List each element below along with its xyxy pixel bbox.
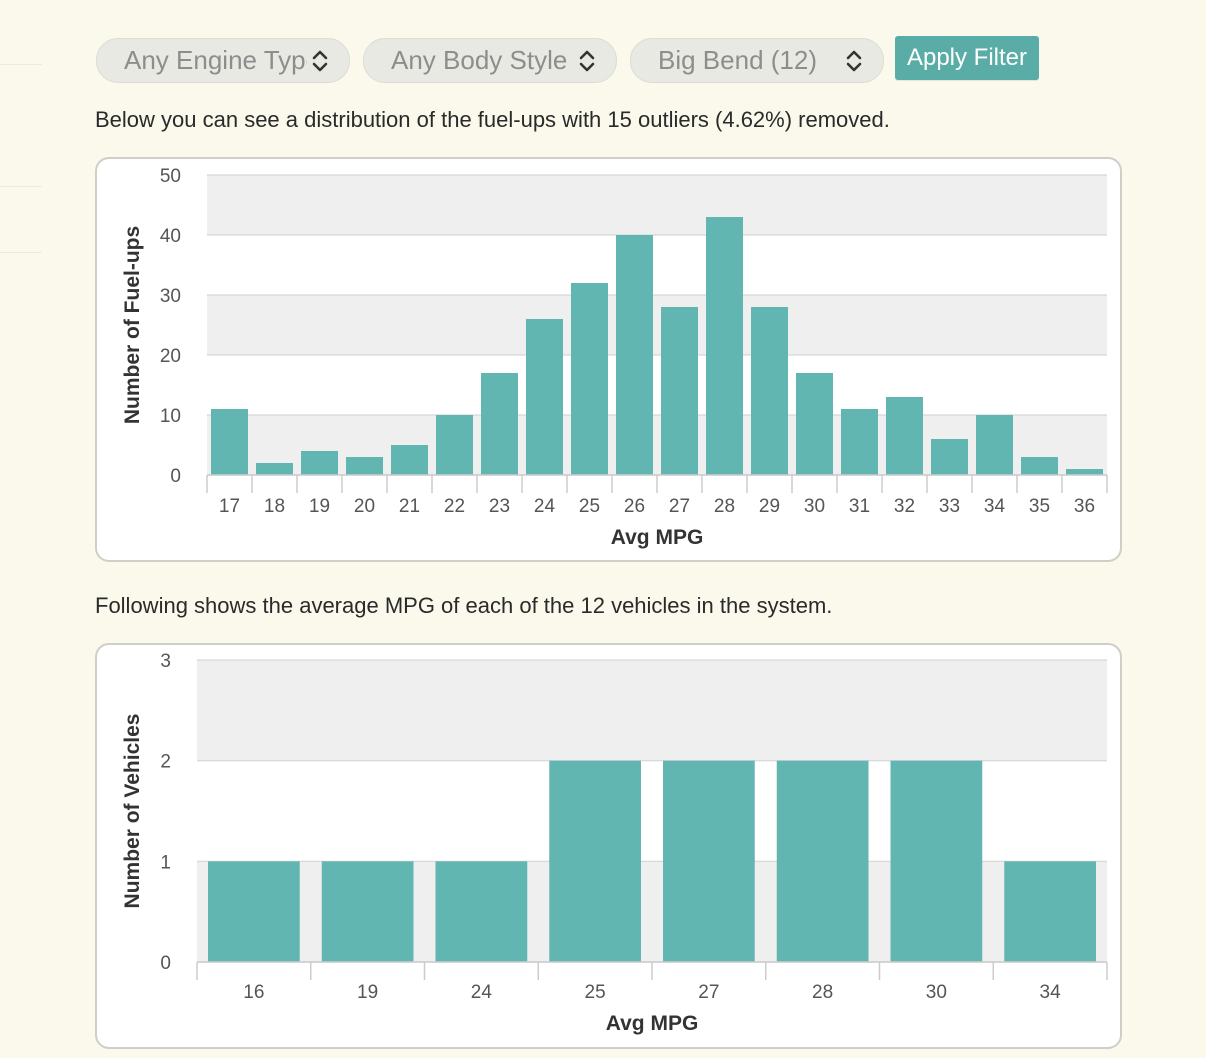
fuelups-bar-21[interactable] bbox=[391, 445, 428, 475]
x-tick-label: 27 bbox=[669, 496, 690, 517]
x-tick-label: 25 bbox=[585, 982, 606, 1003]
y-tick-label: 50 bbox=[160, 166, 181, 187]
vehicles-bar-19[interactable] bbox=[321, 861, 414, 962]
fuelups-bar-33[interactable] bbox=[931, 439, 968, 475]
location-value: Big Bend (12) bbox=[658, 45, 817, 75]
x-axis-title: Avg MPG bbox=[611, 526, 704, 549]
fuelups-histogram: 0 10 20 30 40 50 17 18 19 20 21 22 23 24 25 26 27 28 29 30 3… bbox=[121, 166, 1108, 549]
x-tick-label: 29 bbox=[759, 496, 780, 517]
plot-band bbox=[207, 235, 1107, 295]
fuelups-bar-22[interactable] bbox=[436, 415, 473, 475]
x-tick-label: 18 bbox=[264, 496, 285, 517]
sidebar-divider bbox=[0, 252, 42, 253]
fuelups-bar-23[interactable] bbox=[481, 373, 518, 475]
chevron-up-down-icon bbox=[846, 50, 862, 71]
x-tick-label: 20 bbox=[354, 496, 375, 517]
fuelups-bar-32[interactable] bbox=[886, 397, 923, 475]
x-tick-label: 28 bbox=[714, 496, 735, 517]
vehicles-bar-16[interactable] bbox=[208, 861, 300, 962]
x-tick-label: 27 bbox=[698, 982, 719, 1003]
sidebar-divider bbox=[0, 186, 42, 187]
engine-type-value: Any Engine Type bbox=[124, 45, 307, 75]
fuelups-bar-25[interactable] bbox=[571, 283, 608, 475]
x-tick-label: 30 bbox=[926, 982, 947, 1003]
x-tick-label: 23 bbox=[489, 496, 510, 517]
vehicles-histogram: 0 1 2 3 16 19 24 25 27 28 30 34 Avg MPG Number of Veh… bbox=[121, 651, 1108, 1035]
y-tick-label: 10 bbox=[160, 406, 181, 427]
x-tick-label: 26 bbox=[624, 496, 645, 517]
plot-band bbox=[207, 355, 1107, 415]
x-tick-label: 32 bbox=[894, 496, 915, 517]
chevron-up-down-icon bbox=[312, 50, 328, 71]
fuelups-description: Below you can see a distribution of the … bbox=[95, 107, 890, 132]
y-axis-title: Number of Fuel-ups bbox=[121, 226, 144, 424]
fuelups-bar-27[interactable] bbox=[661, 307, 698, 475]
x-tick-label: 30 bbox=[804, 496, 825, 517]
x-tick-label: 36 bbox=[1074, 496, 1095, 517]
plot-band bbox=[207, 415, 1107, 475]
x-tick-label: 19 bbox=[357, 982, 378, 1003]
y-tick-label: 3 bbox=[160, 651, 171, 672]
location-select[interactable]: Big Bend (12) bbox=[630, 38, 884, 83]
fuelups-bar-34[interactable] bbox=[976, 415, 1013, 475]
vehicles-bar-28[interactable] bbox=[776, 760, 869, 962]
y-tick-label: 0 bbox=[170, 466, 181, 487]
x-tick-label: 25 bbox=[579, 496, 600, 517]
x-tick-label: 24 bbox=[471, 982, 493, 1003]
vehicles-bar-34[interactable] bbox=[1004, 861, 1096, 962]
apply-filter-button[interactable]: Apply Filter bbox=[895, 36, 1039, 80]
x-tick-label: 16 bbox=[243, 982, 264, 1003]
fuelups-bar-19[interactable] bbox=[301, 451, 338, 475]
fuelups-bar-20[interactable] bbox=[346, 457, 383, 475]
body-style-select[interactable]: Any Body Style bbox=[363, 38, 617, 83]
fuelups-bar-31[interactable] bbox=[841, 409, 878, 475]
chevron-up-down-icon bbox=[579, 50, 595, 71]
fuelups-bar-24[interactable] bbox=[526, 319, 563, 475]
fuelups-bar-29[interactable] bbox=[751, 307, 788, 475]
vehicles-bar-24[interactable] bbox=[435, 861, 528, 962]
x-tick-label: 21 bbox=[399, 496, 420, 517]
x-tick-label: 34 bbox=[1040, 982, 1062, 1003]
x-tick-label: 34 bbox=[984, 496, 1006, 517]
vehicles-bar-27[interactable] bbox=[663, 760, 755, 962]
fuelups-chart-card: 0 10 20 30 40 50 17 18 19 20 21 22 23 24 25 26 27 28 29 30 3… bbox=[95, 157, 1122, 562]
fuelups-bar-28[interactable] bbox=[706, 217, 743, 475]
x-tick-label: 31 bbox=[849, 496, 870, 517]
y-tick-label: 40 bbox=[160, 226, 181, 247]
plot-band bbox=[197, 660, 1107, 761]
x-tick-label: 24 bbox=[534, 496, 556, 517]
vehicles-bar-30[interactable] bbox=[890, 760, 983, 962]
engine-type-select[interactable]: Any Engine Type bbox=[96, 38, 350, 83]
fuelups-bar-18[interactable] bbox=[256, 463, 293, 475]
x-tick-label: 28 bbox=[812, 982, 833, 1003]
x-tick-label: 19 bbox=[309, 496, 330, 517]
fuelups-bar-30[interactable] bbox=[796, 373, 833, 475]
y-tick-label: 0 bbox=[160, 953, 171, 974]
y-tick-label: 30 bbox=[160, 286, 181, 307]
fuelups-bar-36[interactable] bbox=[1066, 469, 1103, 475]
fuelups-bar-35[interactable] bbox=[1021, 457, 1058, 475]
vehicles-chart-card: 0 1 2 3 16 19 24 25 27 28 30 34 Avg MPG Number of Veh… bbox=[95, 643, 1122, 1049]
x-tick-label: 35 bbox=[1029, 496, 1050, 517]
body-style-value: Any Body Style bbox=[391, 45, 568, 75]
fuelups-bar-26[interactable] bbox=[616, 235, 653, 475]
y-tick-label: 1 bbox=[160, 852, 171, 873]
y-axis-title: Number of Vehicles bbox=[121, 714, 144, 909]
x-axis-title: Avg MPG bbox=[606, 1012, 699, 1035]
y-tick-label: 20 bbox=[160, 346, 181, 367]
x-tick-label: 22 bbox=[444, 496, 465, 517]
vehicles-bar-25[interactable] bbox=[549, 760, 641, 962]
x-tick-label: 17 bbox=[219, 496, 240, 517]
plot-band bbox=[207, 175, 1107, 235]
x-tick-label: 33 bbox=[939, 496, 960, 517]
y-tick-label: 2 bbox=[160, 752, 171, 773]
plot-band bbox=[207, 295, 1107, 355]
fuelups-bar-17[interactable] bbox=[211, 409, 248, 475]
vehicles-description: Following shows the average MPG of each … bbox=[95, 593, 833, 618]
sidebar-divider bbox=[0, 64, 42, 65]
